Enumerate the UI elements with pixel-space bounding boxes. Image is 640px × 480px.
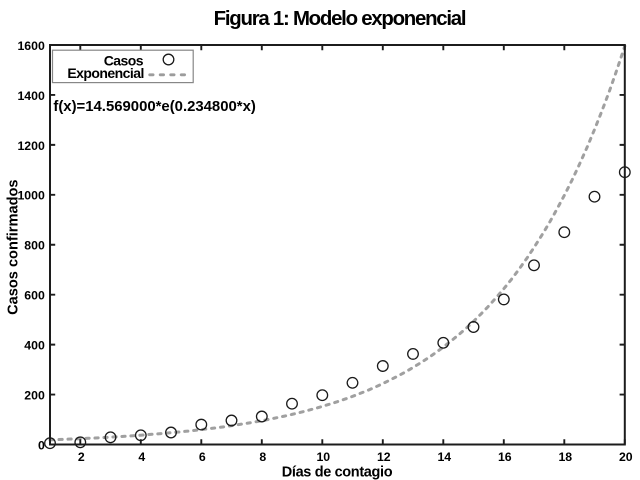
svg-text:Exponencial: Exponencial xyxy=(67,65,143,81)
svg-text:2: 2 xyxy=(78,450,85,464)
svg-text:12: 12 xyxy=(377,450,391,464)
svg-text:0: 0 xyxy=(38,438,45,452)
svg-text:Casos: Casos xyxy=(104,52,144,68)
svg-text:1200: 1200 xyxy=(17,139,45,153)
svg-text:1600: 1600 xyxy=(17,39,45,53)
svg-text:14: 14 xyxy=(437,450,451,464)
svg-text:600: 600 xyxy=(24,289,45,303)
svg-text:Casos confirmados: Casos confirmados xyxy=(5,179,21,314)
svg-text:8: 8 xyxy=(259,450,266,464)
svg-text:1000: 1000 xyxy=(17,189,45,203)
svg-text:f(x)=14.569000*e(0.234800*x): f(x)=14.569000*e(0.234800*x) xyxy=(53,99,255,115)
svg-text:20: 20 xyxy=(619,450,633,464)
svg-text:800: 800 xyxy=(24,239,45,253)
svg-text:4: 4 xyxy=(138,450,145,464)
svg-text:200: 200 xyxy=(24,389,45,403)
svg-text:10: 10 xyxy=(316,450,330,464)
svg-text:18: 18 xyxy=(558,450,572,464)
svg-text:Figura 1: Modelo exponencial: Figura 1: Modelo exponencial xyxy=(214,8,466,30)
svg-text:1400: 1400 xyxy=(17,89,45,103)
svg-text:16: 16 xyxy=(498,450,512,464)
svg-text:Días de contagio: Días de contagio xyxy=(282,465,393,480)
svg-text:400: 400 xyxy=(24,339,45,353)
svg-text:6: 6 xyxy=(199,450,206,464)
